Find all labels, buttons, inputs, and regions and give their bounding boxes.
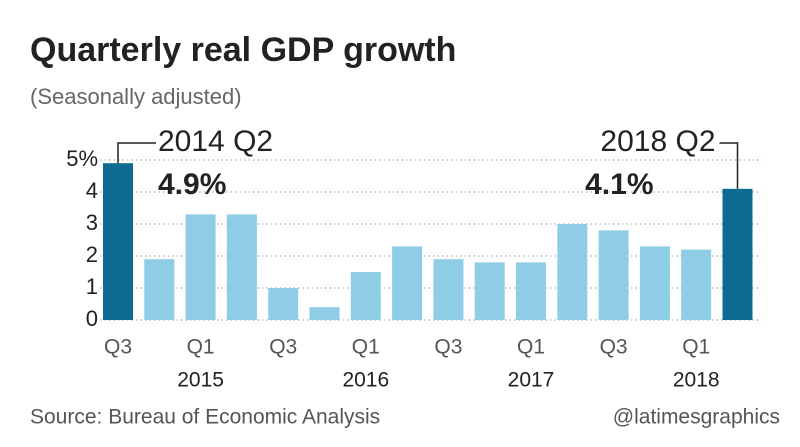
x-tick-label: Q3: [104, 336, 132, 359]
source: Source: Bureau of Economic Analysis: [30, 406, 380, 429]
y-tick-label: 1: [86, 274, 98, 299]
bar: [185, 214, 216, 320]
bar: [598, 230, 629, 320]
value-label: 4.9%: [158, 168, 226, 201]
bar: [144, 259, 175, 320]
annotation-line: [719, 142, 739, 189]
bar: [103, 163, 133, 320]
bar: [433, 259, 464, 320]
bar: [309, 307, 340, 320]
year-label: 2018: [673, 369, 720, 392]
bar: [268, 288, 299, 320]
y-tick-label: 3: [86, 210, 98, 235]
bar: [226, 214, 257, 320]
x-tick-label: Q3: [434, 336, 462, 359]
bar: [350, 272, 381, 320]
x-tick-label: Q3: [600, 336, 628, 359]
x-tick-label: Q1: [187, 336, 215, 359]
y-tick-label: 0: [86, 306, 98, 331]
bar: [392, 246, 423, 320]
value-label: 4.1%: [585, 168, 653, 201]
year-label: 2015: [177, 369, 224, 392]
year-label: 2016: [342, 369, 389, 392]
x-tick-label: Q1: [517, 336, 545, 359]
y-tick-label: 2: [86, 242, 98, 267]
x-tick-label: Q1: [682, 336, 710, 359]
bar: [722, 188, 753, 320]
bar: [474, 262, 505, 320]
bar: [681, 249, 712, 320]
x-tick-label: Q1: [352, 336, 380, 359]
annotation-line: [117, 142, 156, 164]
bar: [639, 246, 670, 320]
period-label: 2018 Q2: [600, 125, 715, 158]
y-tick-label: 4: [86, 178, 98, 203]
y-tick-label: 5%: [66, 146, 98, 171]
year-label: 2017: [508, 369, 555, 392]
bar: [516, 262, 546, 320]
credit: @latimesgraphics: [613, 406, 780, 429]
x-tick-label: Q3: [269, 336, 297, 359]
chart-title: Quarterly real GDP growth: [30, 31, 456, 69]
bar: [557, 224, 588, 320]
period-label: 2014 Q2: [158, 125, 273, 158]
chart-subtitle: (Seasonally adjusted): [30, 84, 242, 109]
